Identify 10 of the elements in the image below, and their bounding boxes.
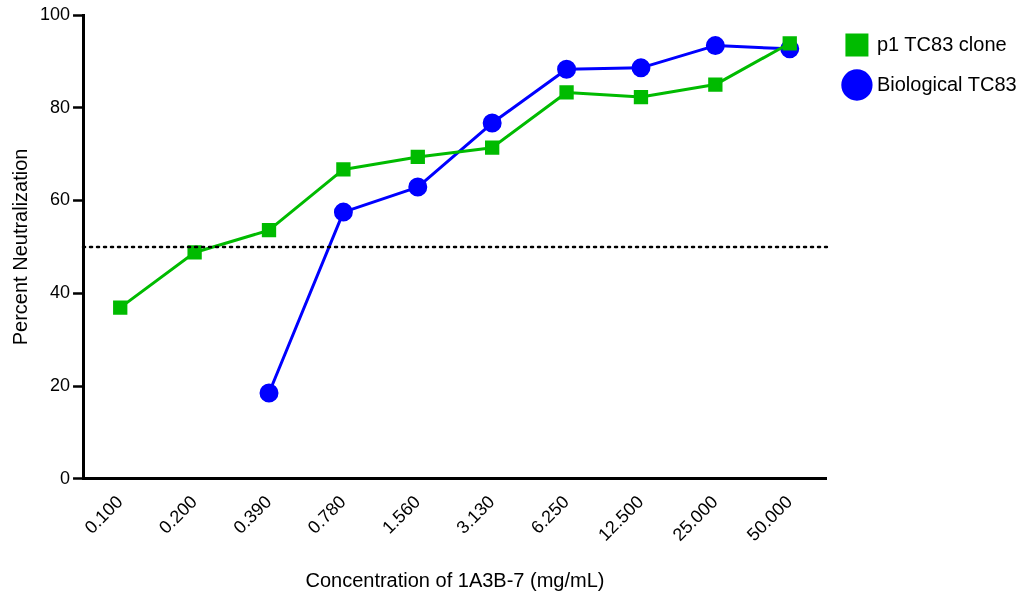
legend-label: Biological TC83: [876, 72, 1017, 95]
legend-label: p1 TC83 clone: [876, 32, 1007, 55]
x-axis-title: Concentration of 1A3B-7 (mg/mL): [305, 568, 605, 591]
y-tick-label: 100: [39, 3, 71, 24]
y-tick-label: 0: [60, 467, 71, 488]
y-tick-label: 40: [50, 282, 71, 303]
y-tick-label: 20: [50, 375, 71, 396]
y-tick-label: 60: [50, 189, 71, 210]
y-axis-title: Percent Neutralization: [8, 148, 31, 346]
y-tick-label: 80: [50, 96, 71, 117]
